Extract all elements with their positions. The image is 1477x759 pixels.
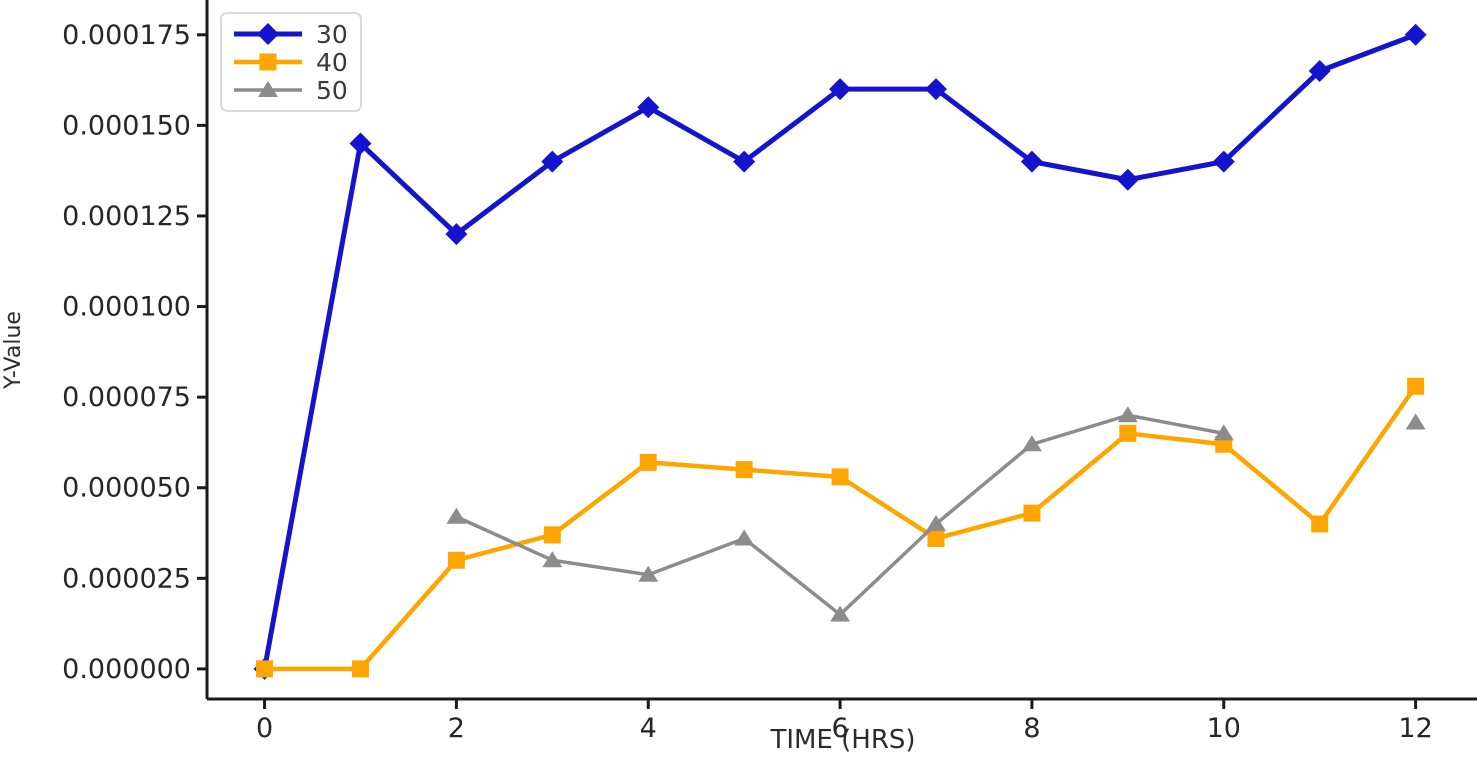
marker-50-t10 — [1213, 424, 1234, 441]
x-tick-label: 6 — [831, 713, 848, 744]
series-line-40 — [262, 384, 1418, 672]
marker-50-t2 — [446, 507, 467, 524]
x-tick-label: 2 — [448, 713, 465, 744]
y-tick-label: 0.000150 — [62, 110, 191, 141]
marker-40-t3 — [543, 526, 561, 544]
marker-40-t9 — [1119, 424, 1137, 442]
marker-30-t4 — [637, 96, 660, 119]
marker-40-t6 — [831, 468, 849, 486]
marker-40-t4 — [639, 453, 657, 471]
legend-marker-40 — [234, 53, 302, 71]
marker-40-t0 — [256, 660, 274, 678]
legend-label-30: 30 — [316, 19, 348, 49]
marker-40-t2 — [447, 551, 465, 569]
x-tick-label: 0 — [256, 713, 273, 744]
x-tick-label: 10 — [1207, 713, 1241, 744]
marker-50-t3 — [542, 551, 563, 568]
marker-50-t8 — [1021, 435, 1042, 452]
marker-40-t12 — [1407, 377, 1425, 395]
marker-50-t6 — [830, 605, 851, 622]
legend-label-40: 40 — [316, 47, 348, 77]
y-tick-label: 0.000025 — [62, 563, 191, 594]
x-tick-label: 12 — [1398, 713, 1432, 744]
marker-30-t1 — [349, 132, 372, 155]
marker-40-t7 — [927, 529, 945, 547]
marker-30-t9 — [1116, 168, 1139, 191]
x-tick-label: 8 — [1023, 713, 1040, 744]
marker-50-t12 — [1405, 413, 1426, 430]
marker-30-t11 — [1308, 60, 1331, 83]
y-tick-label: 0.000000 — [62, 654, 191, 685]
marker-30-t10 — [1212, 150, 1235, 173]
marker-30-t7 — [925, 78, 948, 101]
marker-30-t3 — [541, 150, 564, 173]
marker-50-t5 — [734, 529, 755, 546]
marker-50-t9 — [1117, 406, 1138, 423]
legend-item-30: 30 — [232, 21, 348, 47]
marker-50-t4 — [638, 565, 659, 582]
y-axis-label: Y-Value — [1, 311, 26, 390]
legend-marker-50 — [234, 81, 302, 97]
y-tick-label: 0.000125 — [62, 201, 191, 232]
marker-50-t7 — [926, 514, 947, 531]
marker-30-t8 — [1020, 150, 1043, 173]
marker-30-t12 — [1404, 23, 1427, 46]
marker-30-t2 — [445, 223, 468, 246]
marker-40-t5 — [735, 461, 753, 479]
x-tick-label: 4 — [640, 713, 657, 744]
y-tick-label: 0.000175 — [62, 20, 191, 51]
y-tick-label: 0.000050 — [62, 473, 191, 504]
y-tick-label: 0.000075 — [62, 382, 191, 413]
marker-30-t6 — [829, 78, 852, 101]
y-tick-label: 0.000100 — [62, 292, 191, 323]
marker-40-t11 — [1311, 515, 1329, 533]
legend-item-40: 40 — [232, 49, 348, 75]
series-line-30 — [262, 32, 1419, 672]
marker-40-t1 — [351, 660, 369, 678]
legend-item-50: 50 — [232, 77, 348, 103]
marker-40-t8 — [1023, 504, 1041, 522]
legend-label-50: 50 — [316, 75, 348, 105]
legend: 30 40 50 — [220, 12, 362, 112]
x-axis-label: TIME (HRS) — [769, 725, 915, 755]
legend-marker-30 — [234, 23, 302, 45]
marker-30-t5 — [733, 150, 756, 173]
series-line-50 — [454, 413, 1226, 617]
